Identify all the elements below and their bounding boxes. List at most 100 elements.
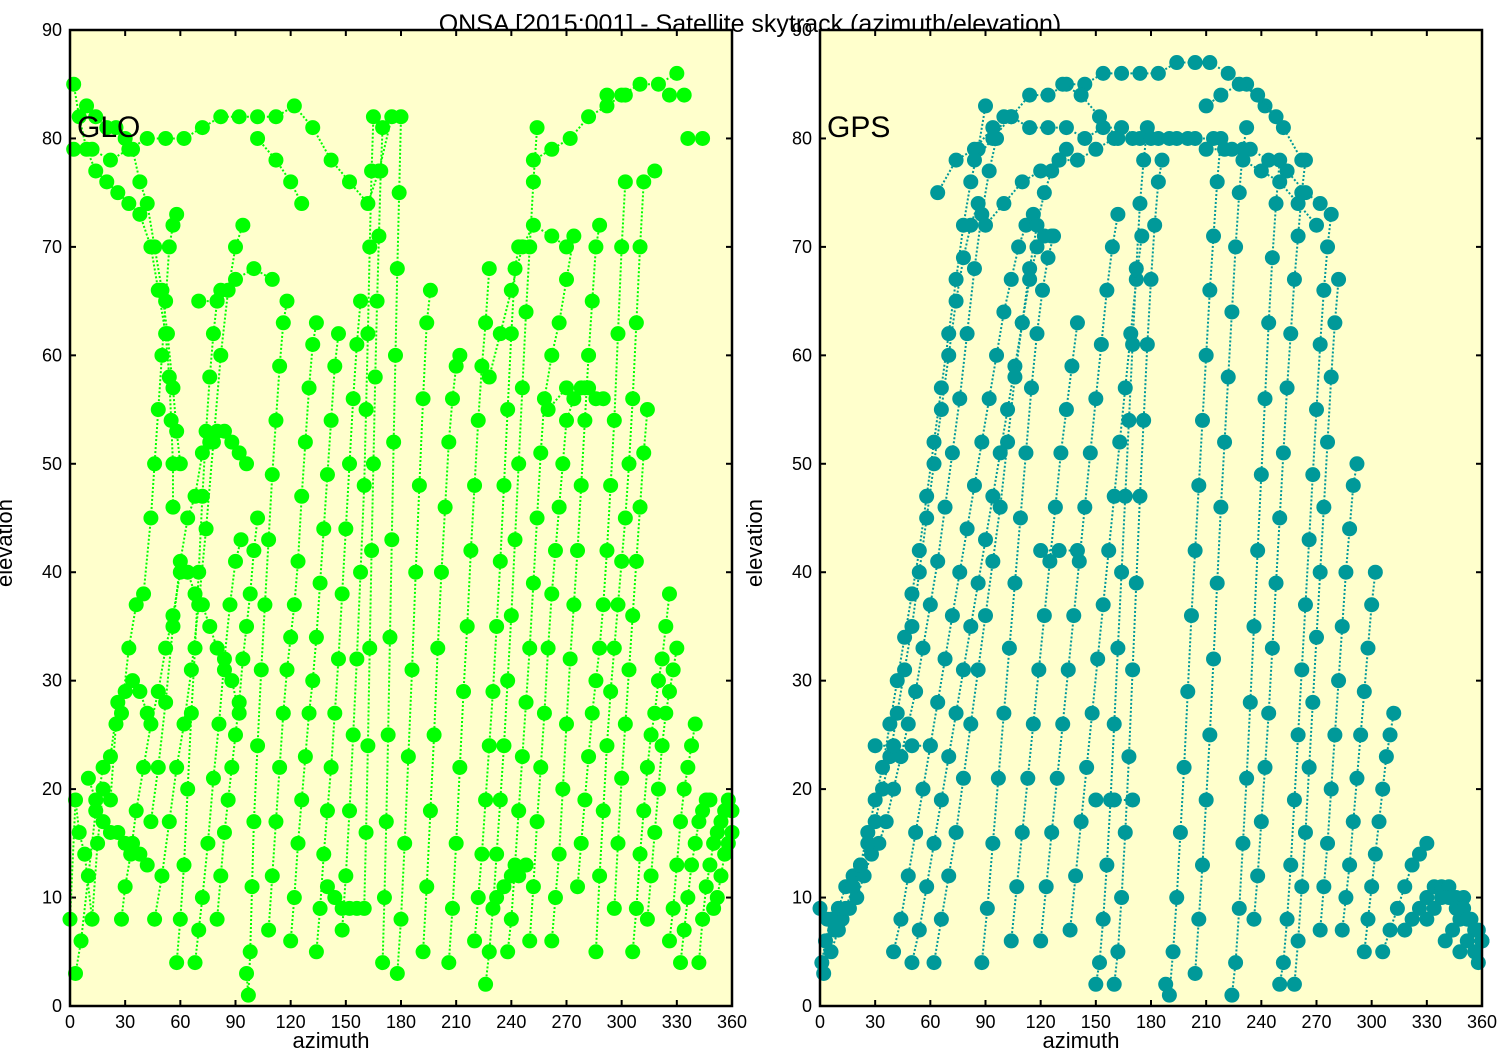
glo-point: [224, 759, 240, 775]
gps-point: [926, 955, 942, 971]
gps-point: [1104, 239, 1120, 255]
gps-point: [941, 868, 957, 884]
glo-point: [246, 543, 262, 559]
gps-point: [1106, 716, 1122, 732]
gps-point: [900, 716, 916, 732]
glo-point: [511, 868, 527, 884]
gps-point: [1441, 890, 1457, 906]
glo-point: [108, 120, 124, 136]
gps-point: [1064, 358, 1080, 374]
glo-point: [165, 618, 181, 634]
gps-point: [959, 326, 975, 342]
gps-point: [1345, 814, 1361, 830]
gps-point: [952, 391, 968, 407]
glo-point: [294, 196, 310, 212]
glo-point: [639, 759, 655, 775]
glo-point: [588, 944, 604, 960]
glo-point: [99, 174, 115, 190]
glo-point: [481, 261, 497, 277]
gps-point: [1007, 358, 1023, 374]
glo-point: [522, 933, 538, 949]
glo-point: [610, 835, 626, 851]
gps-point: [948, 152, 964, 168]
glo-point: [220, 792, 236, 808]
y-tick-label: 90: [792, 20, 812, 40]
gps-point: [1187, 543, 1203, 559]
gps-point: [1117, 380, 1133, 396]
glo-point: [239, 456, 255, 472]
glo-point: [209, 293, 225, 309]
glo-point: [661, 933, 677, 949]
glo-point: [492, 326, 508, 342]
gps-point: [1294, 152, 1310, 168]
glo-point: [371, 163, 387, 179]
gps-point: [1309, 217, 1324, 233]
gps-point: [1020, 770, 1036, 786]
gps-point: [963, 618, 979, 634]
gps-point: [1360, 640, 1376, 656]
glo-point: [202, 369, 218, 385]
glo-track-line: [194, 539, 242, 963]
glo-point: [286, 890, 302, 906]
glo-track-line: [245, 300, 288, 996]
y-tick-label: 0: [802, 996, 812, 1016]
glo-point: [676, 87, 692, 103]
glo-point: [588, 673, 604, 689]
gps-point: [1161, 130, 1177, 146]
glo-point: [547, 890, 563, 906]
glo-point: [360, 738, 376, 754]
gps-point: [1389, 900, 1405, 916]
glo-point: [290, 553, 306, 569]
gps-point: [1323, 369, 1339, 385]
gps-point: [1191, 911, 1207, 927]
glo-point: [362, 239, 378, 255]
glo-point: [257, 597, 273, 613]
glo-point: [150, 759, 166, 775]
gps-track-line: [1319, 463, 1358, 931]
glo-point: [176, 857, 192, 873]
glo-point: [279, 662, 295, 678]
glo-point: [176, 716, 192, 732]
gps-point: [845, 879, 861, 895]
glo-point: [566, 228, 582, 244]
glo-point: [573, 835, 589, 851]
gps-point: [1082, 445, 1098, 461]
glo-point: [191, 922, 207, 938]
gps-point: [1014, 315, 1030, 331]
glo-point: [518, 694, 534, 710]
gps-point: [1338, 890, 1354, 906]
gps-point: [886, 738, 902, 754]
gps-point: [1250, 543, 1266, 559]
gps-point: [1198, 347, 1214, 363]
gps-point: [1088, 792, 1104, 808]
gps-point: [1290, 727, 1306, 743]
gps-point: [985, 130, 1001, 146]
gps-point: [978, 532, 993, 548]
gps-point: [1253, 814, 1269, 830]
gps-point: [1279, 163, 1295, 179]
gps-point: [1077, 499, 1093, 515]
glo-point: [433, 564, 449, 580]
glo-point: [411, 477, 427, 493]
gps-point: [1125, 792, 1141, 808]
gps-point: [1012, 510, 1028, 526]
y-tick-label: 40: [42, 562, 62, 582]
gps-point: [966, 261, 982, 277]
glo-point: [544, 228, 560, 244]
x-tick-label: 150: [1081, 1012, 1111, 1032]
glo-point: [566, 391, 582, 407]
glo-point: [661, 684, 677, 700]
glo-point: [228, 271, 243, 287]
glo-point: [345, 391, 361, 407]
glo-point: [643, 868, 659, 884]
glo-point: [250, 738, 266, 754]
glo-point: [559, 239, 574, 255]
gps-point: [1320, 434, 1336, 450]
glo-point: [228, 239, 243, 255]
gps-point: [1272, 174, 1288, 190]
glo-point: [261, 532, 277, 548]
gps-point: [1209, 174, 1225, 190]
glo-point: [66, 76, 82, 92]
glo-plot-frame: [68, 28, 734, 1008]
gps-point: [1044, 824, 1060, 840]
